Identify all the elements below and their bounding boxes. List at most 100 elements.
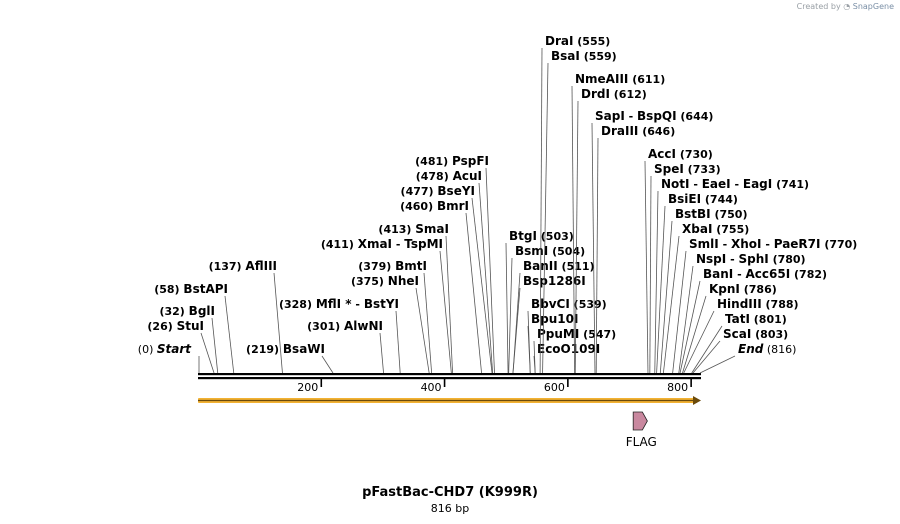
site-position: (32) xyxy=(159,305,188,318)
site-separator: - xyxy=(761,238,773,251)
construct-title: pFastBac-CHD7 (K999R) xyxy=(362,485,538,500)
site-connector xyxy=(395,310,401,374)
enzyme-name: DraI xyxy=(545,34,573,48)
site-position: (504) xyxy=(548,245,585,258)
site-connector xyxy=(533,340,536,374)
site-label: BstBI (750) xyxy=(675,207,748,221)
site-connector xyxy=(683,310,715,374)
site-connector xyxy=(591,122,596,374)
site-label: (58) BstAPI xyxy=(154,282,228,296)
site-tati: TatI (801) xyxy=(691,312,787,374)
marker-name: End xyxy=(738,342,764,356)
site-connector xyxy=(539,47,543,374)
enzyme-name: Bsp1286I xyxy=(523,274,586,288)
site-position: (547) xyxy=(579,328,616,341)
site-connector xyxy=(542,62,549,374)
site-label: BanII (511) xyxy=(523,259,595,273)
site-connector xyxy=(649,175,652,374)
site-connector xyxy=(445,235,453,374)
enzyme-name: SmaI xyxy=(415,222,449,236)
sequence-map: 200 400 600 800 (26) StuI(32) BglI (58) BstAP… xyxy=(138,34,858,449)
site-position: (741) xyxy=(772,178,809,191)
site-label: NotI - EaeI - EagI (741) xyxy=(661,177,809,191)
site-position: (786) xyxy=(740,283,777,296)
enzyme-name: PspFI xyxy=(452,154,489,168)
axis-tick-label-600: 600 xyxy=(544,381,565,394)
enzyme-name: BsmI xyxy=(515,244,548,258)
site-connector xyxy=(644,160,649,374)
site-label: (481) PspFI xyxy=(415,154,489,168)
marker-start-label: (0) Start xyxy=(138,342,192,356)
enzyme-name: EcoO109I xyxy=(537,342,600,356)
site-label: PpuMI (547) xyxy=(537,327,616,341)
enzyme-name: BtgI xyxy=(509,229,537,243)
site-label: (328) MflI * - BstYI xyxy=(279,297,399,311)
enzyme-name: BglI xyxy=(189,304,215,318)
enzyme-name: BmrI xyxy=(437,199,469,213)
site-label: (460) BmrI xyxy=(400,199,469,213)
site-position: (750) xyxy=(711,208,748,221)
site-connector xyxy=(478,182,494,374)
site-position: (801) xyxy=(750,313,787,326)
site-position: (411) xyxy=(321,238,358,251)
site-label: (32) BglI xyxy=(159,304,215,318)
site-bgli: (32) BglI xyxy=(159,304,219,374)
enzyme-name: EagI xyxy=(743,177,772,191)
site-position: (733) xyxy=(684,163,721,176)
backbone-top-strand xyxy=(198,373,701,376)
site-connector xyxy=(663,235,680,374)
site-separator: - xyxy=(352,298,364,311)
site-nspi-sphi: NspI - SphI (780) xyxy=(678,252,806,374)
site-smli-xhoi-paer7i: SmlI - XhoI - PaeR7I (770) xyxy=(672,237,857,374)
enzyme-name: SpeI xyxy=(654,162,684,176)
site-bmti: (379) BmtI xyxy=(358,259,433,374)
site-label: NspI - SphI (780) xyxy=(696,252,806,266)
site-sapi-bspqi: SapI - BspQI (644) xyxy=(591,109,714,374)
site-draiii: DraIII (646) xyxy=(595,124,675,374)
site-connector xyxy=(273,272,283,374)
site-label: SmlI - XhoI - PaeR7I (770) xyxy=(689,237,857,251)
marker-connector xyxy=(699,355,736,374)
enzyme-name: StuI xyxy=(177,319,204,333)
site-connector xyxy=(571,85,576,374)
enzyme-name: BstYI xyxy=(364,297,399,311)
enzyme-name: KpnI xyxy=(709,282,740,296)
site-smai: (413) SmaI xyxy=(378,222,453,374)
marker-position: (0) xyxy=(138,343,157,356)
enzyme-name: BsaWI xyxy=(283,342,325,356)
site-position: (301) xyxy=(307,320,344,333)
site-label: BbvCI (539) xyxy=(531,297,607,311)
site-drai: DraI (555) xyxy=(539,34,610,374)
site-position: (460) xyxy=(400,200,437,213)
site-position: (539) xyxy=(570,298,607,311)
feature-flag-label: FLAG xyxy=(626,435,657,449)
site-connector xyxy=(439,250,452,374)
site-position: (644) xyxy=(677,110,714,123)
enzyme-name: NspI xyxy=(696,252,726,266)
credit-brand: SnapGene xyxy=(852,2,894,11)
site-position: (744) xyxy=(701,193,738,206)
site-scai: ScaI (803) xyxy=(692,327,788,374)
site-connector xyxy=(423,272,433,374)
site-bseyi: (477) BseYI xyxy=(401,184,493,374)
site-connector xyxy=(691,325,723,374)
site-connector xyxy=(211,317,219,374)
enzyme-name: DraIII xyxy=(601,124,638,138)
enzyme-name: Acc65I xyxy=(746,267,791,281)
enzyme-name: BanI xyxy=(703,267,733,281)
site-nhei: (375) NheI xyxy=(351,274,430,374)
site-afliii: (137) AflIII xyxy=(209,259,283,374)
site-connector xyxy=(679,280,701,374)
site-separator: - xyxy=(733,268,745,281)
site-label: KpnI (786) xyxy=(709,282,777,296)
enzyme-name: BstAPI xyxy=(183,282,228,296)
axis-tick-label-400: 400 xyxy=(421,381,442,394)
enzyme-name: SmlI xyxy=(689,237,719,251)
enzyme-name: BsiEI xyxy=(668,192,701,206)
site-xmai-tspmi: (411) XmaI - TspMI xyxy=(321,237,452,374)
site-label: (219) BsaWI xyxy=(246,342,325,356)
enzyme-name: AccI xyxy=(648,147,676,161)
site-position: (137) xyxy=(209,260,246,273)
enzyme-name: HindIII xyxy=(717,297,762,311)
site-label: (375) NheI xyxy=(351,274,419,288)
